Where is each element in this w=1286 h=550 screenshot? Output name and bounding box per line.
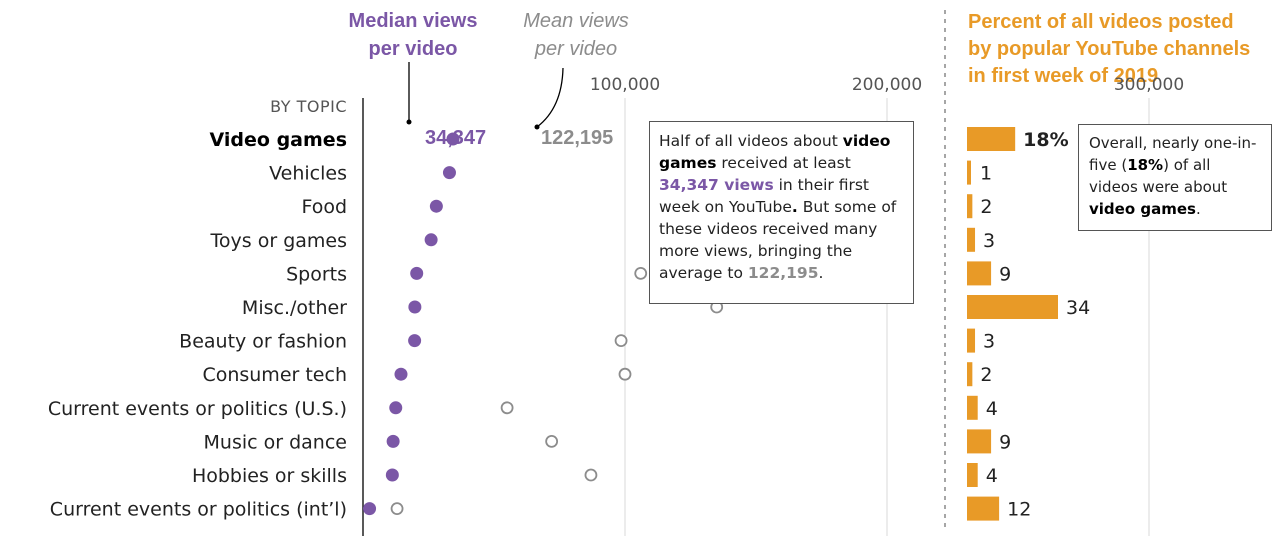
mean-header-line1: Mean views (523, 10, 629, 32)
percent-bar (967, 496, 1000, 521)
median-dot (385, 468, 399, 482)
median-pointer-dot (406, 119, 412, 125)
percent-header-line2: by popular YouTube channels (968, 38, 1250, 60)
percent-bar (967, 295, 1058, 319)
mean-dot (634, 266, 648, 280)
median-header-line1: Median views (349, 10, 478, 32)
category-label: Beauty or fashion (179, 331, 347, 353)
median-header-line2: per video (369, 38, 458, 60)
x-tick-label: 100,000 (590, 75, 660, 95)
percent-value-label: 12 (1007, 499, 1031, 521)
percent-bar (967, 429, 992, 454)
mean-header-line2: per video (534, 38, 617, 60)
percent-value-label: 18% (1023, 129, 1068, 151)
median-dot (429, 199, 443, 213)
overall-annotation: Overall, nearly one-in-five (18%) of all… (1078, 124, 1272, 231)
percent-bar (967, 463, 978, 487)
percent-value-label: 2 (980, 364, 992, 386)
percent-value-label: 4 (986, 465, 998, 487)
median-dot (389, 401, 403, 415)
category-label: Misc./other (242, 297, 347, 319)
mean-dot (390, 502, 404, 516)
percent-bar (967, 362, 973, 387)
percent-bar (967, 160, 971, 185)
median-dot (410, 266, 424, 280)
percent-value-label: 3 (983, 331, 995, 353)
median-dot (446, 132, 460, 146)
mean-header-pointer (536, 67, 564, 128)
mean-dot (500, 401, 514, 415)
category-labels: Video games Vehicles Food Toys or games Spor… (48, 129, 347, 521)
percent-bar (967, 261, 992, 286)
mean-value-label: 122,195 (541, 127, 613, 149)
percent-value-label: 34 (1066, 297, 1090, 319)
category-label: Music or dance (204, 431, 347, 453)
x-tick-label: 300,000 (1114, 75, 1184, 95)
mean-pointer-dot (534, 124, 540, 130)
mean-dot (545, 434, 559, 448)
percent-header-line1: Percent of all videos posted (968, 11, 1234, 33)
category-label: Video games (210, 129, 347, 151)
category-label: Food (301, 196, 347, 218)
percent-value-label: 1 (980, 163, 992, 185)
median-dot (442, 166, 456, 180)
percent-value-label: 9 (999, 431, 1011, 453)
percent-value-label: 9 (999, 263, 1011, 285)
percent-bar (967, 328, 976, 353)
percent-bar (967, 194, 973, 219)
video-games-annotation: Half of all videos about video games rec… (649, 121, 914, 304)
category-label: Hobbies or skills (192, 465, 347, 487)
percent-value-label: 4 (986, 398, 998, 420)
median-dot (424, 233, 438, 247)
category-label: Current events or politics (int’l) (50, 499, 347, 521)
category-label: Toys or games (210, 230, 347, 252)
category-label: Vehicles (269, 163, 347, 185)
category-label: Current events or politics (U.S.) (48, 398, 347, 420)
median-dot (386, 434, 400, 448)
category-label: Sports (286, 263, 347, 285)
mean-dot (584, 468, 598, 482)
group-label: BY TOPIC (270, 97, 347, 116)
percent-bar (967, 127, 1016, 151)
mean-dot (614, 334, 628, 348)
percent-bar (967, 395, 978, 420)
x-tick-label: 200,000 (852, 75, 922, 95)
percent-bar (967, 227, 976, 252)
mean-dot (618, 367, 632, 381)
median-dot (394, 367, 408, 381)
median-dot (408, 300, 422, 314)
percent-header-line3: in first week of 2019 (968, 65, 1158, 87)
category-label: Consumer tech (202, 364, 347, 386)
median-dot (363, 502, 377, 516)
median-dot (408, 334, 422, 348)
median-value-label: 34,347 (425, 127, 486, 149)
percent-value-label: 3 (983, 230, 995, 252)
percent-value-label: 2 (980, 196, 992, 218)
